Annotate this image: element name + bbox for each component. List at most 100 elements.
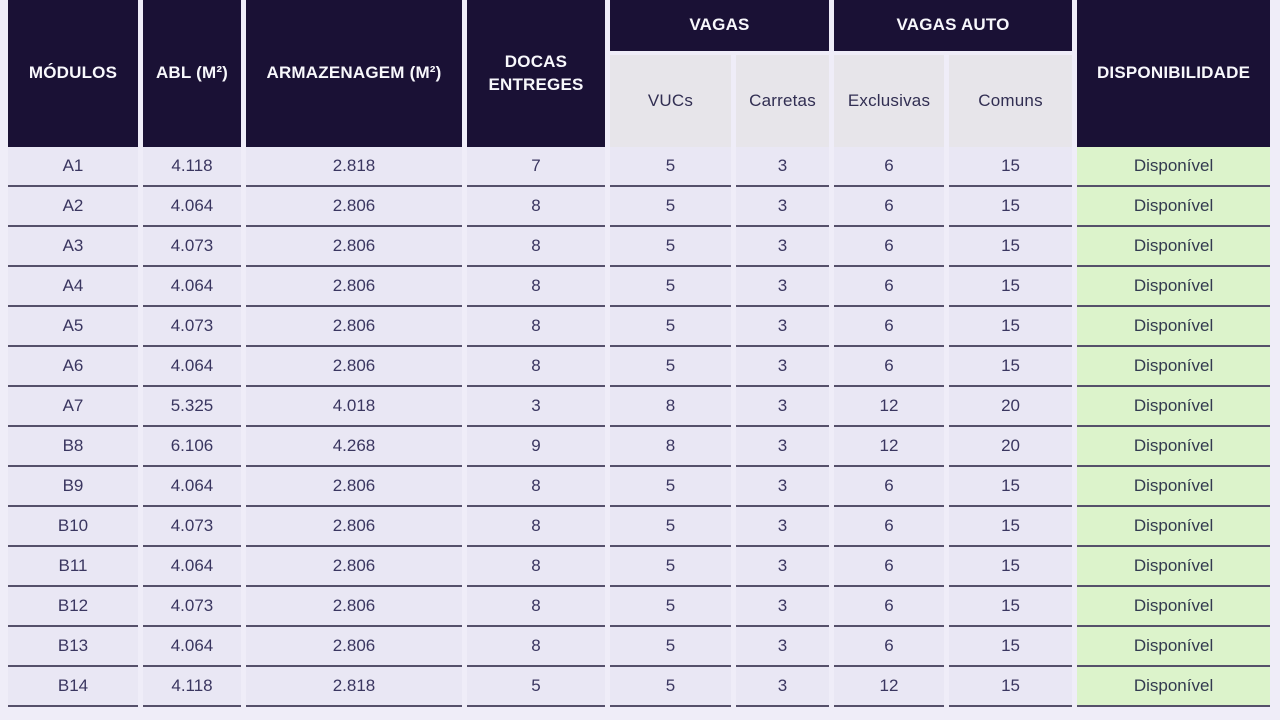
cell-docas-entreges: 8: [467, 547, 605, 587]
cell-vucs: 5: [610, 227, 731, 267]
cell-abl: 4.064: [143, 347, 241, 387]
cell-carretas: 3: [736, 507, 830, 547]
cell-exclusivas: 6: [834, 267, 945, 307]
cell-disponibilidade: Disponível: [1077, 667, 1271, 707]
cell-vucs: 5: [610, 467, 731, 507]
col-header-abl: ABL (M²): [143, 0, 241, 147]
cell-abl: 4.064: [143, 187, 241, 227]
cell-vucs: 5: [610, 187, 731, 227]
table-row: B12 4.073 2.806 8 5 3 6 15 Disponível: [8, 587, 1271, 627]
cell-carretas: 3: [736, 547, 830, 587]
cell-carretas: 3: [736, 187, 830, 227]
cell-disponibilidade: Disponível: [1077, 267, 1271, 307]
cell-disponibilidade: Disponível: [1077, 227, 1271, 267]
cell-disponibilidade: Disponível: [1077, 387, 1271, 427]
modules-availability-table: MÓDULOS ABL (M²) ARMAZENAGEM (M²) DOCAS …: [3, 0, 1275, 707]
cell-docas-entreges: 9: [467, 427, 605, 467]
cell-disponibilidade: Disponível: [1077, 467, 1271, 507]
cell-comuns: 15: [949, 547, 1073, 587]
cell-disponibilidade: Disponível: [1077, 307, 1271, 347]
col-header-carretas: Carretas: [736, 55, 830, 147]
table-row: A1 4.118 2.818 7 5 3 6 15 Disponível: [8, 147, 1271, 187]
col-header-armazenagem: ARMAZENAGEM (M²): [246, 0, 462, 147]
cell-modulo: A7: [8, 387, 138, 427]
cell-vucs: 5: [610, 307, 731, 347]
cell-docas-entreges: 8: [467, 507, 605, 547]
cell-comuns: 15: [949, 587, 1073, 627]
cell-modulo: A5: [8, 307, 138, 347]
cell-docas-entreges: 7: [467, 147, 605, 187]
cell-comuns: 15: [949, 667, 1073, 707]
cell-abl: 4.064: [143, 547, 241, 587]
cell-armazenagem: 2.806: [246, 467, 462, 507]
col-header-disponibilidade: DISPONIBILIDADE: [1077, 0, 1271, 147]
cell-armazenagem: 2.806: [246, 267, 462, 307]
cell-exclusivas: 6: [834, 467, 945, 507]
table-row: B14 4.118 2.818 5 5 3 12 15 Disponível: [8, 667, 1271, 707]
cell-abl: 4.064: [143, 467, 241, 507]
cell-carretas: 3: [736, 267, 830, 307]
table-row: B11 4.064 2.806 8 5 3 6 15 Disponível: [8, 547, 1271, 587]
cell-exclusivas: 6: [834, 187, 945, 227]
cell-modulo: B11: [8, 547, 138, 587]
table-row: A2 4.064 2.806 8 5 3 6 15 Disponível: [8, 187, 1271, 227]
cell-vucs: 5: [610, 347, 731, 387]
cell-modulo: A3: [8, 227, 138, 267]
cell-vucs: 5: [610, 667, 731, 707]
cell-armazenagem: 2.806: [246, 227, 462, 267]
cell-armazenagem: 2.806: [246, 547, 462, 587]
cell-modulo: A4: [8, 267, 138, 307]
cell-exclusivas: 12: [834, 427, 945, 467]
cell-disponibilidade: Disponível: [1077, 187, 1271, 227]
cell-disponibilidade: Disponível: [1077, 627, 1271, 667]
cell-carretas: 3: [736, 587, 830, 627]
cell-comuns: 15: [949, 307, 1073, 347]
cell-carretas: 3: [736, 347, 830, 387]
cell-comuns: 15: [949, 227, 1073, 267]
cell-vucs: 5: [610, 507, 731, 547]
cell-exclusivas: 6: [834, 227, 945, 267]
cell-comuns: 15: [949, 267, 1073, 307]
cell-abl: 4.073: [143, 307, 241, 347]
table-row: A4 4.064 2.806 8 5 3 6 15 Disponível: [8, 267, 1271, 307]
table-row: B9 4.064 2.806 8 5 3 6 15 Disponível: [8, 467, 1271, 507]
cell-armazenagem: 2.806: [246, 507, 462, 547]
cell-disponibilidade: Disponível: [1077, 587, 1271, 627]
cell-modulo: B13: [8, 627, 138, 667]
cell-carretas: 3: [736, 227, 830, 267]
cell-exclusivas: 6: [834, 347, 945, 387]
cell-vucs: 5: [610, 627, 731, 667]
cell-carretas: 3: [736, 667, 830, 707]
cell-carretas: 3: [736, 427, 830, 467]
cell-docas-entreges: 8: [467, 347, 605, 387]
cell-abl: 4.064: [143, 627, 241, 667]
cell-abl: 4.118: [143, 667, 241, 707]
cell-abl: 4.073: [143, 587, 241, 627]
cell-comuns: 15: [949, 467, 1073, 507]
cell-modulo: A6: [8, 347, 138, 387]
cell-exclusivas: 12: [834, 387, 945, 427]
cell-carretas: 3: [736, 627, 830, 667]
cell-modulo: B9: [8, 467, 138, 507]
cell-carretas: 3: [736, 467, 830, 507]
table-header: MÓDULOS ABL (M²) ARMAZENAGEM (M²) DOCAS …: [8, 0, 1271, 147]
cell-exclusivas: 6: [834, 147, 945, 187]
cell-vucs: 5: [610, 547, 731, 587]
cell-disponibilidade: Disponível: [1077, 507, 1271, 547]
col-header-exclusivas: Exclusivas: [834, 55, 945, 147]
cell-abl: 4.064: [143, 267, 241, 307]
cell-docas-entreges: 5: [467, 667, 605, 707]
cell-docas-entreges: 8: [467, 187, 605, 227]
cell-modulo: A2: [8, 187, 138, 227]
cell-abl: 4.073: [143, 227, 241, 267]
cell-exclusivas: 6: [834, 587, 945, 627]
cell-disponibilidade: Disponível: [1077, 547, 1271, 587]
cell-armazenagem: 2.818: [246, 147, 462, 187]
cell-docas-entreges: 8: [467, 587, 605, 627]
cell-vucs: 8: [610, 427, 731, 467]
group-header-vagas-auto: VAGAS AUTO: [834, 0, 1073, 55]
cell-exclusivas: 6: [834, 307, 945, 347]
cell-exclusivas: 6: [834, 627, 945, 667]
cell-docas-entreges: 3: [467, 387, 605, 427]
cell-comuns: 15: [949, 507, 1073, 547]
